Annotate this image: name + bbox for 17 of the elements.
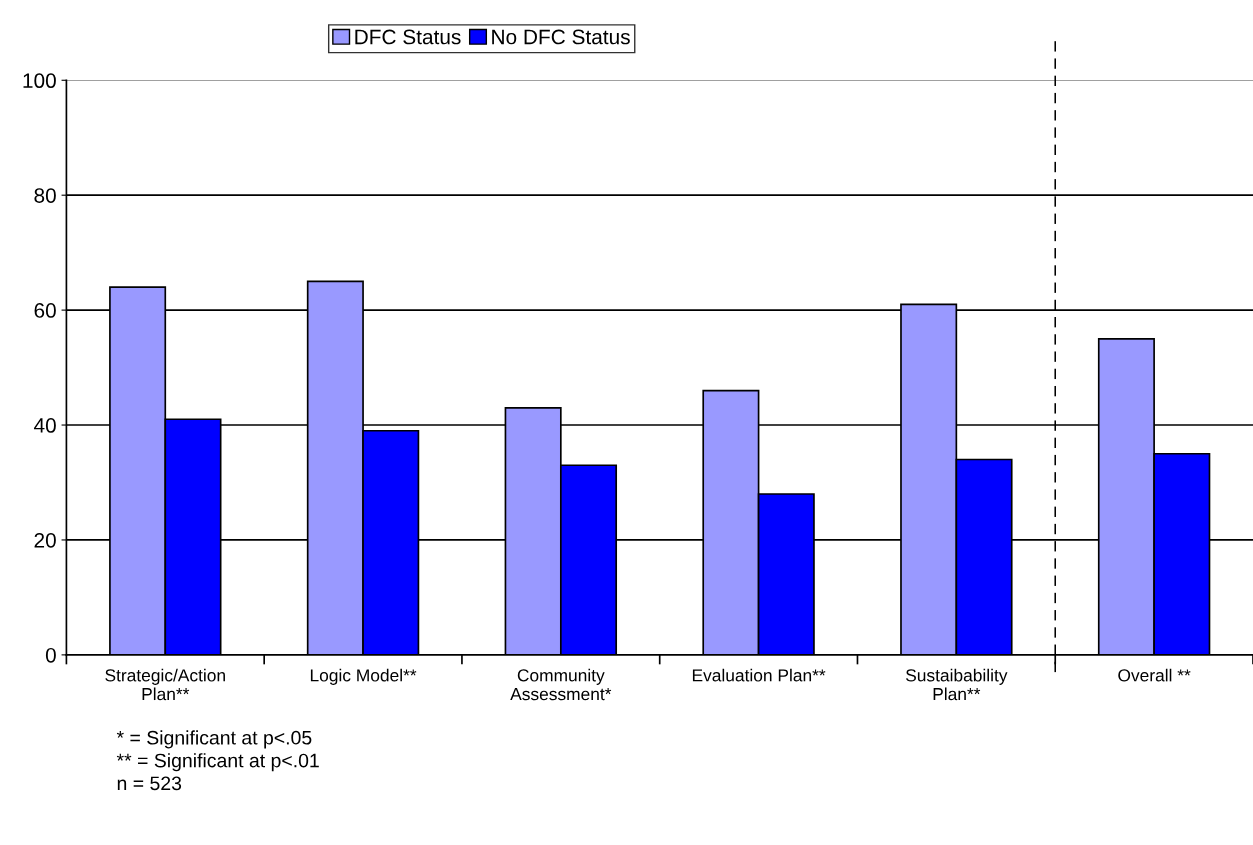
x-tick-label: Community Assessment*: [510, 668, 612, 701]
x-tick-label: Sustaibability Plan**: [906, 668, 1008, 701]
text: ** = Significant at p<.01: [116, 753, 319, 772]
text: n = 523: [117, 776, 182, 791]
x-tick-label: Overall **: [1118, 668, 1191, 682]
y-tick-label: 100: [23, 73, 56, 89]
y-tick-label: 20: [34, 532, 56, 548]
y-tick-label: 40: [33, 418, 56, 433]
y-tick-label: 0: [45, 647, 56, 663]
x-tick-label: Evaluation Plan**: [692, 668, 826, 682]
y-tick-label: 60: [34, 303, 56, 318]
legend-label: No DFC Status: [492, 29, 630, 45]
text: * = Significant at p<.05: [116, 730, 312, 749]
legend-label: DFC Status: [355, 29, 461, 45]
x-tick-label: Logic Model**: [310, 668, 417, 685]
x-tick-label: Strategic/Action Plan**: [105, 668, 225, 701]
y-tick-label: 80: [34, 188, 56, 203]
